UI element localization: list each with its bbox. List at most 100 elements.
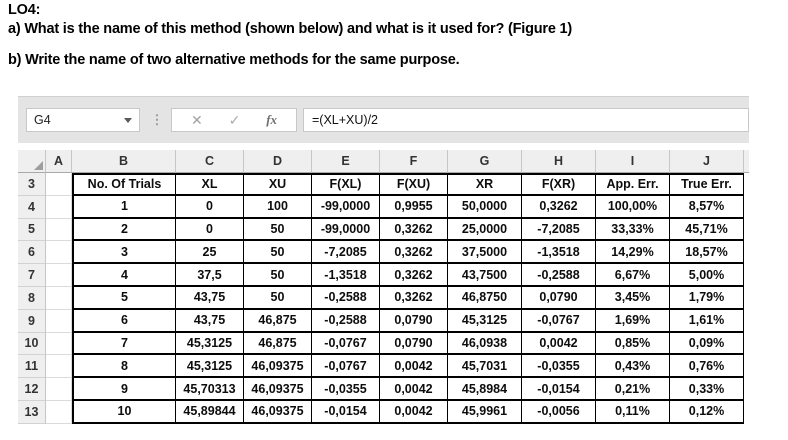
cell-F3[interactable]: F(XU) — [380, 173, 448, 196]
row-header-13[interactable]: 13 — [18, 400, 46, 424]
row-header-11[interactable]: 11 — [18, 355, 46, 379]
cell-B13[interactable]: 10 — [72, 400, 176, 424]
select-all-corner[interactable] — [18, 150, 46, 173]
cell-J8[interactable]: 1,79% — [670, 286, 744, 310]
column-header-B[interactable]: B — [72, 150, 176, 173]
cell-A8[interactable] — [46, 286, 72, 310]
cell-A3[interactable] — [46, 173, 72, 196]
cell-G6[interactable]: 37,5000 — [448, 241, 522, 265]
cell-J11[interactable]: 0,76% — [670, 355, 744, 379]
cell-B8[interactable]: 5 — [72, 286, 176, 310]
cell-E4[interactable]: -99,0000 — [312, 195, 380, 219]
cell-H13[interactable]: -0,0056 — [522, 400, 596, 424]
cell-A5[interactable] — [46, 218, 72, 242]
cell-F8[interactable]: 0,3262 — [380, 286, 448, 310]
cell-C12[interactable]: 45,70313 — [176, 378, 244, 401]
cell-I11[interactable]: 0,43% — [596, 355, 670, 379]
cell-C8[interactable]: 43,75 — [176, 286, 244, 310]
cell-F13[interactable]: 0,0042 — [380, 400, 448, 424]
name-box[interactable]: G4 — [26, 108, 140, 132]
cell-B9[interactable]: 6 — [72, 309, 176, 333]
cell-B7[interactable]: 4 — [72, 264, 176, 287]
cell-F5[interactable]: 0,3262 — [380, 218, 448, 242]
cell-H9[interactable]: -0,0767 — [522, 309, 596, 333]
row-header-12[interactable]: 12 — [18, 378, 46, 401]
cell-A11[interactable] — [46, 355, 72, 379]
cell-J6[interactable]: 18,57% — [670, 241, 744, 265]
row-header-8[interactable]: 8 — [18, 286, 46, 310]
column-header-E[interactable]: E — [312, 150, 380, 173]
cell-H6[interactable]: -1,3518 — [522, 241, 596, 265]
cell-B12[interactable]: 9 — [72, 378, 176, 401]
cell-J4[interactable]: 8,57% — [670, 195, 744, 219]
cell-D3[interactable]: XU — [244, 173, 312, 196]
cell-J13[interactable]: 0,12% — [670, 400, 744, 424]
cell-E10[interactable]: -0,0767 — [312, 332, 380, 356]
cell-J12[interactable]: 0,33% — [670, 378, 744, 401]
column-header-D[interactable]: D — [244, 150, 312, 173]
cell-C10[interactable]: 45,3125 — [176, 332, 244, 356]
cell-A13[interactable] — [46, 400, 72, 424]
cell-G11[interactable]: 45,7031 — [448, 355, 522, 379]
cell-B3[interactable]: No. Of Trials — [72, 173, 176, 196]
cell-H11[interactable]: -0,0355 — [522, 355, 596, 379]
cell-I10[interactable]: 0,85% — [596, 332, 670, 356]
cell-H5[interactable]: -7,2085 — [522, 218, 596, 242]
row-header-5[interactable]: 5 — [18, 218, 46, 242]
formula-input[interactable]: =(XL+XU)/2 — [303, 108, 749, 132]
cell-A7[interactable] — [46, 264, 72, 287]
cell-H12[interactable]: -0,0154 — [522, 378, 596, 401]
cell-A10[interactable] — [46, 332, 72, 356]
cell-D11[interactable]: 46,09375 — [244, 355, 312, 379]
cell-F7[interactable]: 0,3262 — [380, 264, 448, 287]
cell-J3[interactable]: True Err. — [670, 173, 744, 196]
cell-C6[interactable]: 25 — [176, 241, 244, 265]
row-header-7[interactable]: 7 — [18, 264, 46, 287]
cell-H4[interactable]: 0,3262 — [522, 195, 596, 219]
cell-F6[interactable]: 0,3262 — [380, 241, 448, 265]
cell-C5[interactable]: 0 — [176, 218, 244, 242]
row-header-10[interactable]: 10 — [18, 332, 46, 356]
cell-G3[interactable]: XR — [448, 173, 522, 196]
cell-J10[interactable]: 0,09% — [670, 332, 744, 356]
column-header-J[interactable]: J — [670, 150, 744, 173]
cell-I5[interactable]: 33,33% — [596, 218, 670, 242]
cell-I9[interactable]: 1,69% — [596, 309, 670, 333]
row-header-9[interactable]: 9 — [18, 309, 46, 333]
cell-F11[interactable]: 0,0042 — [380, 355, 448, 379]
cell-D12[interactable]: 46,09375 — [244, 378, 312, 401]
row-header-3[interactable]: 3 — [18, 173, 46, 196]
cell-G7[interactable]: 43,7500 — [448, 264, 522, 287]
cell-I4[interactable]: 100,00% — [596, 195, 670, 219]
cell-D5[interactable]: 50 — [244, 218, 312, 242]
cell-D7[interactable]: 50 — [244, 264, 312, 287]
cell-H10[interactable]: 0,0042 — [522, 332, 596, 356]
chevron-down-icon[interactable] — [124, 117, 132, 123]
cell-F12[interactable]: 0,0042 — [380, 378, 448, 401]
column-header-H[interactable]: H — [522, 150, 596, 173]
cell-C13[interactable]: 45,89844 — [176, 400, 244, 424]
cell-G12[interactable]: 45,8984 — [448, 378, 522, 401]
cell-C7[interactable]: 37,5 — [176, 264, 244, 287]
cell-C11[interactable]: 45,3125 — [176, 355, 244, 379]
cell-I6[interactable]: 14,29% — [596, 241, 670, 265]
cell-G5[interactable]: 25,0000 — [448, 218, 522, 242]
cell-B6[interactable]: 3 — [72, 241, 176, 265]
cell-J5[interactable]: 45,71% — [670, 218, 744, 242]
cell-C4[interactable]: 0 — [176, 195, 244, 219]
cell-E6[interactable]: -7,2085 — [312, 241, 380, 265]
cancel-icon[interactable]: ✕ — [190, 111, 203, 128]
cell-F9[interactable]: 0,0790 — [380, 309, 448, 333]
cell-B5[interactable]: 2 — [72, 218, 176, 242]
cell-B10[interactable]: 7 — [72, 332, 176, 356]
cell-B11[interactable]: 8 — [72, 355, 176, 379]
cell-J9[interactable]: 1,61% — [670, 309, 744, 333]
cell-A6[interactable] — [46, 241, 72, 265]
cell-C9[interactable]: 43,75 — [176, 309, 244, 333]
cell-G4[interactable]: 50,0000 — [448, 195, 522, 219]
cell-E11[interactable]: -0,0767 — [312, 355, 380, 379]
cell-G9[interactable]: 45,3125 — [448, 309, 522, 333]
column-header-G[interactable]: G — [448, 150, 522, 173]
cell-E5[interactable]: -99,0000 — [312, 218, 380, 242]
cell-D6[interactable]: 50 — [244, 241, 312, 265]
